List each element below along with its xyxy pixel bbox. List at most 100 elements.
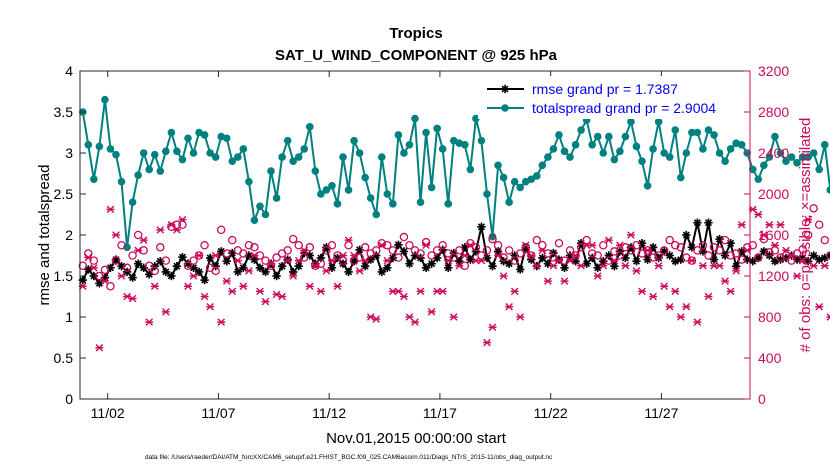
obs-assimilated-point <box>643 246 652 255</box>
obs-possible-point <box>493 240 503 250</box>
rmse-point <box>665 251 674 260</box>
obs-assimilated-point <box>527 251 536 260</box>
rmse-point <box>610 261 619 271</box>
rmse-point-core <box>357 247 362 253</box>
rmse-point-core <box>722 253 728 258</box>
obs-assimilated-point <box>798 256 807 265</box>
rmse-point-core <box>827 253 830 258</box>
obs-assimilated-point <box>726 287 735 296</box>
rmse-point <box>128 273 137 282</box>
rmse-point-core <box>274 273 279 279</box>
obs-possible-point <box>128 251 137 260</box>
totalspread-point <box>516 183 525 192</box>
rmse-point-core <box>506 261 512 267</box>
obs-assimilated-point <box>178 215 187 224</box>
rmse-point <box>133 259 143 268</box>
obs-possible-point <box>587 249 597 258</box>
obs-assimilated-point <box>206 302 215 311</box>
obs-assimilated-point <box>543 277 552 285</box>
obs-possible-point <box>765 248 774 257</box>
obs-assimilated-point <box>344 236 353 244</box>
obs-possible-point <box>239 249 248 258</box>
totalspread-point <box>389 200 397 208</box>
rmse-point-core <box>108 265 113 271</box>
obs-assimilated-point <box>84 253 93 262</box>
obs-assimilated-point <box>560 277 569 285</box>
obs-assimilated-point <box>211 251 220 260</box>
obs-possible-point <box>133 230 143 240</box>
obs-assimilated-point <box>422 241 431 250</box>
obs-possible-point <box>250 243 259 252</box>
obs-assimilated-point <box>89 264 98 272</box>
totalspread-point <box>688 128 696 137</box>
obs-possible-point <box>754 253 763 262</box>
y-right-tick-label: 1600 <box>758 227 789 243</box>
obs-possible-point <box>228 235 237 245</box>
obs-possible-point <box>698 240 708 250</box>
rmse-point-core <box>385 265 390 271</box>
rmse-point-core <box>362 263 368 269</box>
obs-possible-point <box>726 251 735 260</box>
obs-possible-point <box>820 235 830 245</box>
obs-possible-point <box>737 255 746 264</box>
obs-assimilated-point <box>715 261 724 270</box>
rmse-point <box>427 259 436 268</box>
totalspread-point <box>139 149 148 157</box>
legend-marker-rmse-glyph-core <box>502 86 508 92</box>
totalspread-point <box>621 132 630 141</box>
rmse-point <box>704 218 713 227</box>
totalspread-point <box>527 175 536 184</box>
obs-assimilated-point <box>161 308 170 316</box>
rmse-point-core <box>456 258 462 264</box>
rmse-point <box>200 275 209 285</box>
x-tick-label: 11/22 <box>534 405 568 421</box>
rmse-point-core <box>794 257 800 262</box>
obs-assimilated-point <box>671 287 680 296</box>
totalspread-point <box>250 216 259 225</box>
y-left-tick-label: 4 <box>65 63 73 79</box>
obs-assimilated-point <box>383 256 392 265</box>
obs-assimilated-point <box>516 313 525 321</box>
obs-assimilated-point <box>449 313 458 321</box>
obs-assimilated-point <box>189 272 198 280</box>
obs-possible-point <box>405 240 414 250</box>
obs-possible-point <box>626 246 636 255</box>
rmse-point <box>277 261 287 271</box>
rmse-point <box>538 253 547 263</box>
obs-possible-point <box>814 220 824 229</box>
totalspread-point <box>84 141 93 149</box>
rmse-point <box>250 255 259 264</box>
totalspread-point <box>477 136 486 145</box>
x-tick-label: 11/07 <box>201 405 235 421</box>
rmse-point <box>255 263 265 272</box>
totalspread-point <box>239 145 248 153</box>
obs-assimilated-point <box>361 256 370 265</box>
legend-box <box>478 76 744 119</box>
totalspread-point <box>267 167 275 175</box>
totalspread-point <box>494 161 502 170</box>
totalspread-point <box>128 198 137 206</box>
obs-assimilated-point <box>333 282 342 291</box>
obs-assimilated-point <box>621 261 630 270</box>
obs-possible-point <box>122 263 132 273</box>
rmse-point-core <box>390 255 396 261</box>
totalspread-point <box>322 186 331 194</box>
obs-possible-point <box>211 266 220 276</box>
y-right-tick-label: 2800 <box>758 104 789 120</box>
totalspread-point <box>693 128 702 137</box>
rmse-point <box>709 255 719 264</box>
totalspread-point <box>616 147 624 156</box>
totalspread-point <box>715 149 724 157</box>
totalspread-point <box>699 145 707 153</box>
totalspread-point <box>416 198 425 206</box>
obs-possible-point <box>543 249 553 258</box>
obs-assimilated-point <box>145 318 154 326</box>
legend-marker-spread <box>501 104 509 112</box>
rmse-point-core <box>157 258 163 264</box>
obs-assimilated-point <box>184 282 192 291</box>
obs-possible-point <box>360 243 370 252</box>
totalspread-point <box>339 153 347 161</box>
rmse-point-core <box>462 244 468 250</box>
obs-assimilated-point <box>787 251 796 260</box>
obs-assimilated-point <box>217 318 226 326</box>
